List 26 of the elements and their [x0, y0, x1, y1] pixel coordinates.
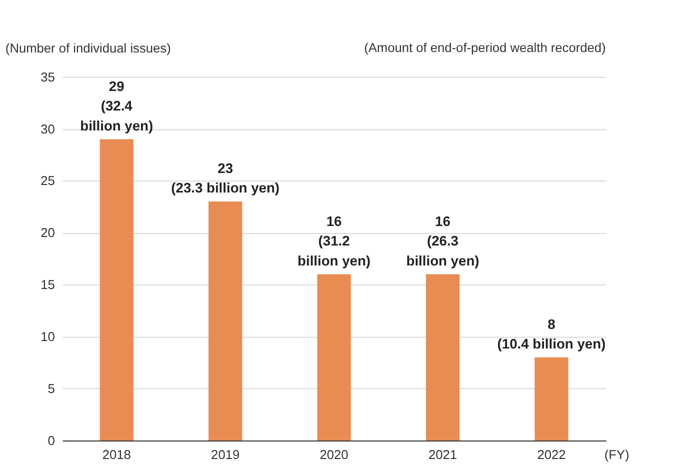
y-tick-label: 15 — [40, 277, 55, 292]
x-tick-label: 2021 — [428, 446, 458, 462]
x-tick-label: 2018 — [102, 446, 131, 462]
y-tick-label: 30 — [40, 121, 55, 136]
data-label: 8 (10.4 billion yen) — [497, 316, 606, 352]
y-tick-label: 0 — [48, 433, 55, 448]
data-label: 16 (26.3 billion yen) — [406, 212, 480, 268]
x-axis-title: (FY) — [604, 446, 630, 462]
y-tick-label: 5 — [48, 381, 55, 396]
y-axis-title: (Number of individual issues) — [5, 40, 171, 56]
x-tick-label: 2022 — [537, 446, 566, 462]
x-tick-label: 2020 — [320, 446, 348, 462]
y-tick-label: 20 — [40, 225, 55, 240]
bar — [100, 139, 134, 441]
bar — [534, 357, 568, 441]
data-label: 29 (32.4 billion yen) — [80, 78, 154, 134]
data-label: 16 (31.2 billion yen) — [298, 212, 371, 268]
bar — [317, 274, 351, 441]
data-label: 23 (23.3 billion yen) — [171, 160, 280, 196]
bar — [208, 202, 242, 441]
y-tick-label: 25 — [40, 173, 55, 188]
x-tick-label: 2019 — [211, 446, 240, 462]
y-tick-label: 10 — [40, 329, 55, 344]
bar — [426, 274, 460, 441]
text: (Amount of end-of-period wealth recorded) — [364, 40, 606, 56]
y-tick-label: 35 — [40, 69, 55, 84]
